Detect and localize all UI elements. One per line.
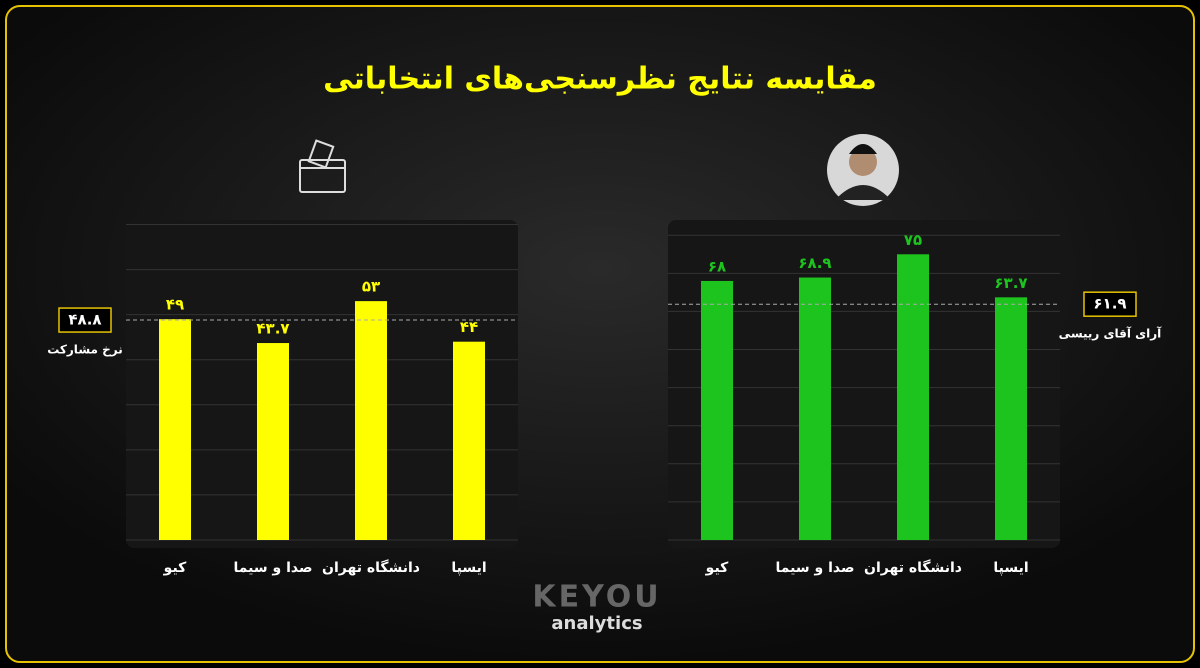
bar: [159, 319, 191, 540]
reference-box: [1083, 291, 1137, 317]
bar: [257, 343, 289, 540]
value-label: ۴۹: [166, 296, 184, 314]
bar: [897, 254, 929, 541]
reference-value: ۶۱.۹: [1093, 295, 1126, 313]
bar: [995, 297, 1027, 540]
value-label: ۴۳.۷: [256, 320, 289, 338]
x-tick-label: صدا و سیما: [776, 560, 855, 576]
reference-name: آرای آقای رییسی: [1059, 326, 1163, 341]
value-label: ۵۳: [362, 278, 380, 296]
value-label: ۶۸.۹: [798, 254, 831, 272]
title: مقایسه نتایج نظرسنجی‌های انتخاباتی: [323, 62, 877, 97]
x-tick-label: ایسپا: [451, 560, 486, 576]
plot-panel: [126, 220, 518, 548]
value-label: ۴۴: [460, 318, 478, 336]
bar: [701, 280, 733, 540]
reference-value: ۴۸.۸: [68, 311, 101, 329]
bar: [799, 277, 831, 540]
ballot-icon: [299, 139, 346, 193]
value-label: ۶۸: [708, 257, 726, 275]
x-tick-label: کیو: [705, 560, 729, 576]
bar: [355, 301, 387, 540]
x-tick-label: دانشگاه تهران: [864, 559, 962, 576]
portrait: [827, 134, 899, 206]
bar: [453, 341, 485, 540]
plot-panel: [668, 220, 1060, 548]
x-tick-label: کیو: [163, 560, 187, 576]
reference-name: نرخ مشارکت: [47, 343, 123, 357]
logo-tagline: analytics: [551, 613, 642, 634]
x-tick-label: دانشگاه تهران: [322, 559, 420, 576]
x-tick-label: صدا و سیما: [234, 560, 313, 576]
value-label: ۷۵: [904, 231, 922, 249]
logo-name: KEYOU: [532, 580, 661, 615]
value-label: ۶۳.۷: [994, 274, 1027, 292]
x-tick-label: ایسپا: [993, 560, 1028, 576]
reference-box: [58, 307, 112, 333]
